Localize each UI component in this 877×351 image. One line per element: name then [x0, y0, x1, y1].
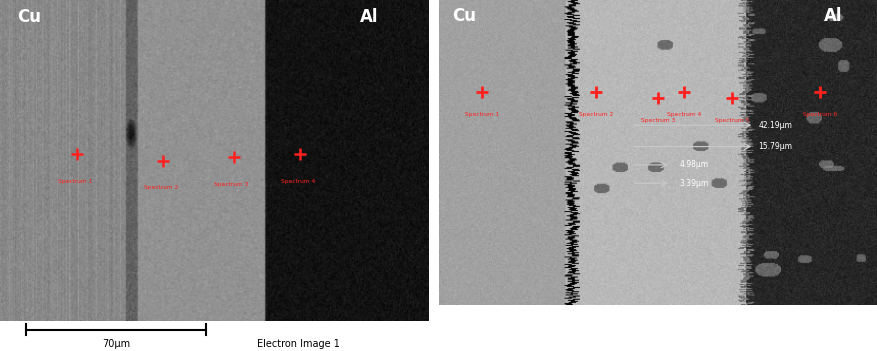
Text: Spectrum 2: Spectrum 2 — [144, 185, 178, 191]
Text: CNU: CNU — [456, 328, 474, 337]
Text: Spectrum 3: Spectrum 3 — [215, 182, 249, 187]
Text: Cu: Cu — [18, 8, 41, 26]
Text: 42.19μm: 42.19μm — [759, 121, 793, 130]
Text: Spectrum 5: Spectrum 5 — [715, 118, 750, 123]
Text: Al: Al — [824, 7, 843, 25]
Text: COMPO: COMPO — [570, 328, 602, 337]
Text: Spectrum 1: Spectrum 1 — [58, 179, 92, 184]
Text: X1,300: X1,300 — [680, 328, 709, 337]
Text: 10μm: 10μm — [738, 333, 762, 342]
Text: WD 10.0mm: WD 10.0mm — [781, 328, 832, 337]
Text: Cu: Cu — [452, 7, 475, 25]
Text: Al: Al — [360, 8, 379, 26]
Text: Spectrum 4: Spectrum 4 — [667, 112, 702, 117]
Text: Spectrum 1: Spectrum 1 — [466, 112, 499, 117]
Text: 3.39μm: 3.39μm — [680, 179, 709, 188]
Text: Spectrum 3: Spectrum 3 — [640, 118, 675, 123]
Text: Spectrum 2: Spectrum 2 — [579, 112, 614, 117]
Text: 70μm: 70μm — [102, 338, 130, 349]
Text: Spectrum 4: Spectrum 4 — [281, 179, 315, 184]
Text: 4.98μm: 4.98μm — [680, 160, 709, 170]
Text: 15.79μm: 15.79μm — [759, 142, 793, 151]
Text: Spectrum 6: Spectrum 6 — [803, 112, 837, 117]
Text: Electron Image 1: Electron Image 1 — [257, 338, 340, 349]
Text: 10.0kV: 10.0kV — [627, 328, 656, 337]
